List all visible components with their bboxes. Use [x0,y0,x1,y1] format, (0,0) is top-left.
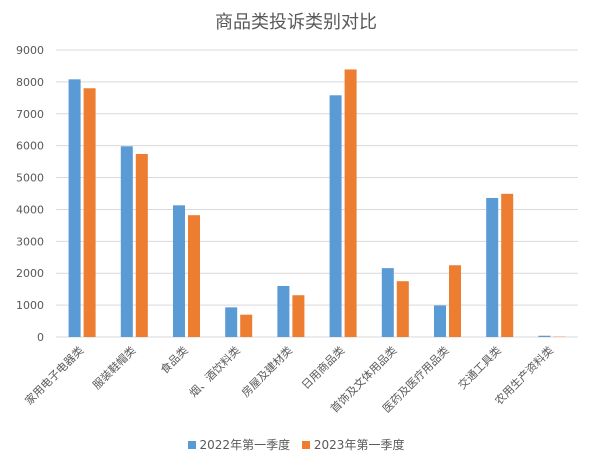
legend: 2022年第一季度 2023年第一季度 [0,436,592,453]
legend-label-series-2: 2023年第一季度 [313,438,405,452]
bar-series-2 [501,193,514,337]
x-tick-label: 交通工具类 [455,343,504,392]
y-tick-label: 8000 [16,76,44,89]
y-tick-label: 0 [37,331,44,344]
x-tick-label: 日用商品类 [298,343,347,392]
y-tick-label: 9000 [16,44,44,57]
bar-series-2 [292,295,305,337]
legend-swatch-series-1 [187,440,196,449]
y-tick-label: 6000 [16,140,44,153]
bar-series-1 [329,95,342,337]
y-tick-label: 1000 [16,299,44,312]
legend-item-series-1: 2022年第一季度 [187,436,291,453]
bar-series-1 [225,307,238,337]
bar-series-1 [68,79,81,338]
bar-series-1 [381,268,394,337]
chart-title: 商品类投诉类别对比 [215,12,377,33]
bar-series-2 [449,265,461,337]
bar-series-2 [135,153,148,337]
bar-series-2 [188,215,200,337]
y-tick-label: 5000 [16,172,44,185]
bar-series-2 [396,281,409,337]
legend-label-series-1: 2022年第一季度 [199,438,291,452]
x-tick-label: 房屋及建材类 [238,343,295,400]
bar-series-1 [277,285,290,337]
bar-series-1 [538,335,551,337]
y-tick-label: 2000 [16,267,44,280]
bar-series-2 [83,88,96,338]
bar-series-1 [173,205,185,337]
x-tick-label: 家用电子电器类 [22,343,86,407]
bar-series-1 [434,305,446,337]
bar-series-1 [486,197,499,337]
legend-swatch-series-2 [301,440,310,449]
y-tick-label: 4000 [16,203,44,216]
bar-series-1 [120,146,133,337]
x-tick-label: 烟、酒饮料类 [186,343,243,400]
bar-series-2 [240,314,253,337]
y-tick-label: 7000 [16,108,44,121]
legend-item-series-2: 2023年第一季度 [301,436,405,453]
y-tick-label: 3000 [16,235,44,248]
bar-series-2 [344,69,357,338]
x-tick-label: 服装鞋帽类 [90,343,139,392]
x-tick-label: 食品类 [157,343,190,376]
